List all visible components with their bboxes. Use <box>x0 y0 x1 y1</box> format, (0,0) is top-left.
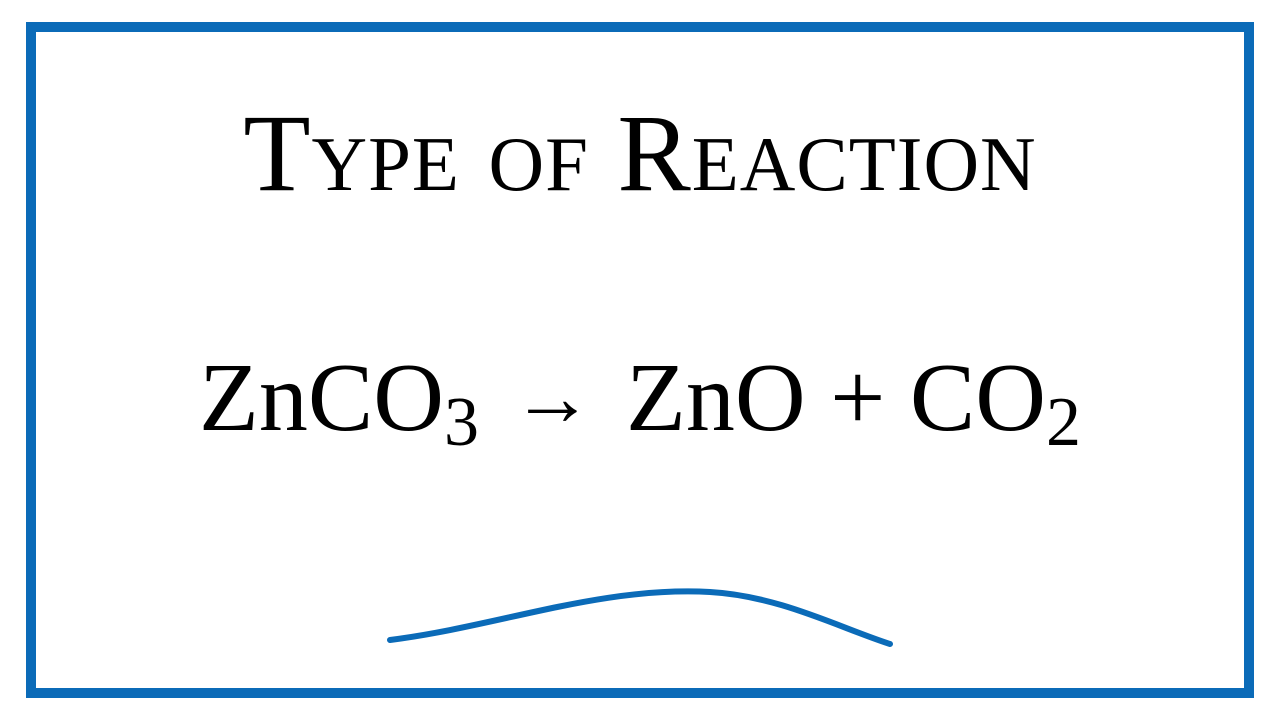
decorative-curve <box>380 578 900 658</box>
product-1-formula: ZnO <box>626 344 806 452</box>
reaction-arrow: → <box>503 352 601 443</box>
product-2-subscript: 2 <box>1046 384 1081 461</box>
plus-sign: + <box>830 344 885 452</box>
reactant-formula: ZnCO <box>199 344 444 452</box>
reactant-subscript: 3 <box>444 384 479 461</box>
content-frame: Type of Reaction ZnCO3 → ZnO + CO2 <box>26 22 1254 698</box>
diagram-title: Type of Reaction <box>36 90 1244 217</box>
curve-path <box>390 591 890 644</box>
product-2-formula: CO <box>910 344 1046 452</box>
chemical-equation: ZnCO3 → ZnO + CO2 <box>36 342 1244 454</box>
